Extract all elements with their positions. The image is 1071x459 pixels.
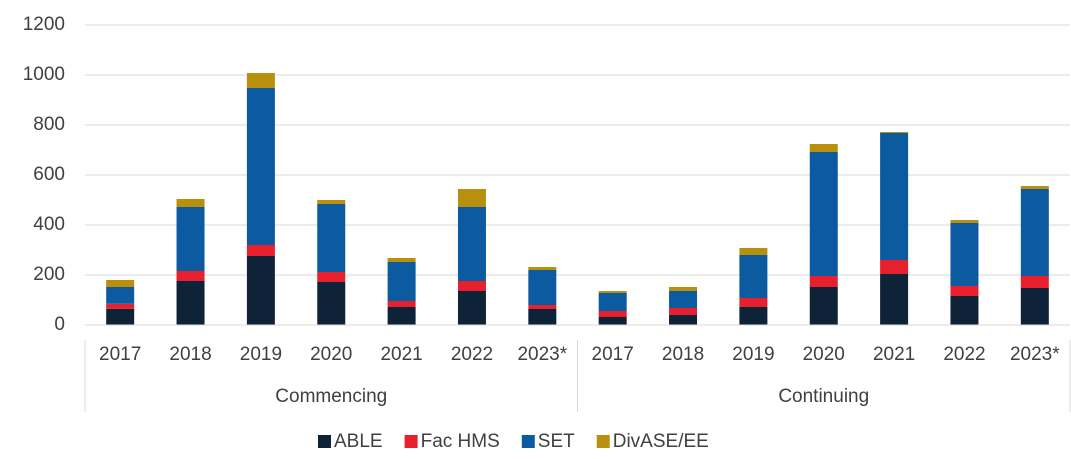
bar-segment	[106, 308, 135, 325]
y-tick-label: 1000	[23, 64, 65, 85]
bar-segment	[528, 309, 557, 325]
bar-segment	[739, 248, 768, 255]
bar-segment	[457, 281, 486, 291]
bar-segment	[880, 274, 909, 325]
legend-swatch	[318, 435, 331, 448]
bar-segment	[106, 303, 135, 309]
bar-segment	[387, 262, 416, 301]
y-tick-label: 0	[54, 314, 65, 335]
bar-segment	[598, 317, 627, 325]
bar-segment	[1020, 276, 1049, 288]
bar-segment	[106, 280, 135, 287]
legend-swatch	[404, 435, 418, 448]
bar-segment	[457, 291, 486, 325]
x-tick-label: 2021	[380, 344, 422, 365]
bar-segment	[387, 301, 416, 307]
bar-segment	[1020, 189, 1049, 276]
bar-segment	[246, 88, 275, 245]
x-tick-label: 2020	[310, 344, 352, 365]
bar-segment	[246, 73, 275, 88]
bar-segment	[809, 152, 838, 276]
legend-label: Fac HMS	[421, 431, 500, 452]
bar-segment	[1020, 288, 1049, 325]
bar-segment	[387, 258, 416, 262]
bar-segment	[598, 291, 627, 293]
bar-segment	[669, 291, 698, 308]
x-tick-label: 2021	[873, 344, 915, 365]
legend-swatch	[596, 435, 610, 448]
bar-segment	[598, 311, 627, 317]
x-tick-label: 2023*	[1010, 344, 1060, 365]
bar-segment	[387, 307, 416, 325]
y-tick-label: 1200	[23, 14, 65, 35]
bar-segment	[739, 307, 768, 325]
bar-segment	[950, 296, 979, 325]
group-label: Continuing	[778, 386, 869, 407]
bar-segment	[950, 286, 979, 296]
bar-segment	[669, 287, 698, 291]
bar-segment	[880, 132, 909, 133]
bar-segment	[528, 270, 557, 305]
bar-segment	[598, 293, 627, 311]
bar-segment	[246, 245, 275, 256]
bar-segment	[176, 271, 205, 281]
legend-label: ABLE	[334, 431, 383, 452]
bar-segment	[739, 298, 768, 307]
x-tick-label: 2019	[240, 344, 282, 365]
bar-segment	[317, 200, 346, 204]
x-tick-label: 2019	[732, 344, 774, 365]
x-tick-label: 2017	[592, 344, 634, 365]
x-tick-label: 2023*	[517, 344, 567, 365]
bar-segment	[106, 287, 135, 304]
bar-segment	[528, 305, 557, 309]
bar-segment	[809, 144, 838, 152]
y-tick-label: 800	[33, 114, 65, 135]
y-tick-label: 400	[33, 214, 65, 235]
legend-label: DivASE/EE	[613, 431, 709, 452]
bar-segment	[176, 281, 205, 325]
y-tick-label: 600	[33, 164, 65, 185]
bar-segment	[880, 133, 909, 260]
bar-segment	[669, 315, 698, 325]
y-tick-label: 200	[33, 264, 65, 285]
x-tick-label: 2018	[662, 344, 704, 365]
legend-label: SET	[538, 431, 575, 452]
x-tick-label: 2020	[803, 344, 845, 365]
bar-segment	[176, 199, 205, 207]
bar-segment	[176, 207, 205, 271]
bar-segment	[457, 189, 486, 207]
bar-segment	[457, 207, 486, 281]
bar-segment	[950, 220, 979, 223]
bar-segment	[1020, 186, 1049, 189]
bar-segment	[950, 223, 979, 286]
x-tick-label: 2017	[99, 344, 141, 365]
bar-segment	[528, 267, 557, 270]
bar-segment	[669, 308, 698, 315]
bar-segment	[739, 255, 768, 298]
legend-swatch	[521, 435, 535, 448]
bar-segment	[317, 272, 346, 282]
bar-segment	[880, 260, 909, 274]
bar-segment	[809, 276, 838, 287]
x-tick-label: 2022	[451, 344, 493, 365]
x-tick-label: 2018	[169, 344, 211, 365]
x-tick-label: 2022	[943, 344, 985, 365]
bar-segment	[809, 287, 838, 325]
bar-segment	[317, 282, 346, 325]
group-label: Commencing	[275, 386, 387, 407]
bar-segment	[246, 256, 275, 325]
bar-segment	[317, 204, 346, 272]
